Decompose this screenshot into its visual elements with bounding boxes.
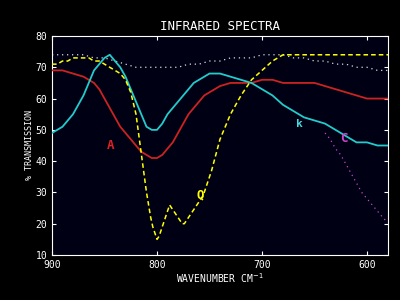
X-axis label: WAVENUMBER CM$^{-1}$: WAVENUMBER CM$^{-1}$ bbox=[176, 271, 264, 285]
Title: INFRARED SPECTRA: INFRARED SPECTRA bbox=[160, 20, 280, 33]
Text: A: A bbox=[106, 139, 114, 152]
Text: C: C bbox=[340, 132, 347, 146]
Y-axis label: % TRANSMISSION: % TRANSMISSION bbox=[25, 110, 34, 181]
Text: k: k bbox=[296, 119, 302, 129]
Text: Q: Q bbox=[197, 189, 204, 202]
